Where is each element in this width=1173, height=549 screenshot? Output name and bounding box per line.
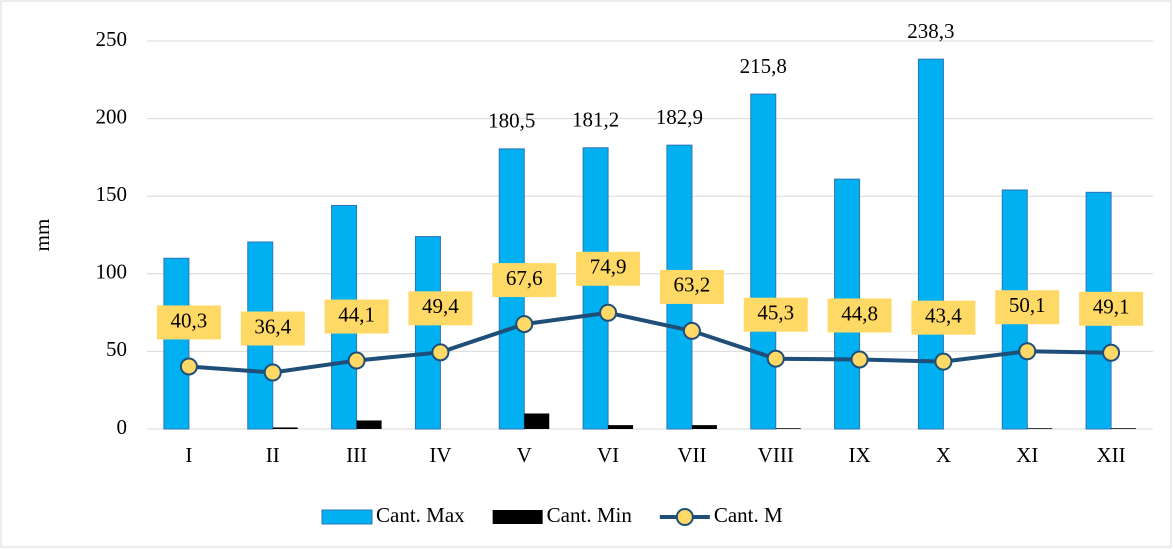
data-label-box bbox=[408, 291, 473, 326]
bar bbox=[775, 428, 801, 429]
data-label: 45,3 bbox=[757, 301, 794, 325]
line-marker bbox=[934, 352, 953, 371]
y-tick-label: 100 bbox=[96, 260, 128, 284]
data-label: 44,1 bbox=[338, 302, 375, 326]
data-label: 49,4 bbox=[422, 294, 459, 318]
line-marker bbox=[515, 315, 534, 334]
x-tick-label: XI bbox=[1016, 443, 1038, 467]
data-label: 43,4 bbox=[925, 303, 962, 327]
data-label-box bbox=[659, 269, 724, 304]
x-tick-label: VIII bbox=[758, 443, 794, 467]
line-marker bbox=[850, 350, 869, 369]
data-label: 67,6 bbox=[506, 266, 543, 290]
line-marker bbox=[347, 351, 366, 370]
bar bbox=[163, 257, 190, 430]
x-tick-label: II bbox=[266, 443, 280, 467]
line-marker bbox=[599, 303, 618, 322]
y-tick-label: 50 bbox=[106, 337, 127, 361]
bar bbox=[356, 420, 382, 429]
x-tick-label: IX bbox=[848, 443, 870, 467]
bar bbox=[750, 93, 777, 430]
y-axis-label: mm bbox=[30, 219, 54, 252]
data-label: 181,2 bbox=[572, 108, 619, 132]
y-tick-label: 250 bbox=[96, 27, 128, 51]
data-label-box bbox=[911, 300, 976, 335]
data-label: 49,1 bbox=[1093, 295, 1130, 319]
bar bbox=[582, 147, 609, 430]
legend-label: Cant. M bbox=[714, 503, 783, 527]
y-tick-label: 0 bbox=[117, 415, 128, 439]
bar bbox=[1027, 428, 1053, 429]
data-label: 182,9 bbox=[656, 105, 703, 129]
x-tick-label: VII bbox=[677, 443, 706, 467]
line-marker bbox=[179, 357, 198, 376]
bar bbox=[608, 425, 634, 429]
legend-swatch-marker bbox=[675, 508, 694, 526]
bar bbox=[917, 58, 944, 430]
bar bbox=[1111, 428, 1137, 429]
bar bbox=[524, 413, 550, 429]
data-label: 36,4 bbox=[254, 314, 291, 338]
legend-swatch bbox=[321, 509, 373, 525]
data-label: 40,3 bbox=[171, 308, 208, 332]
bar bbox=[272, 427, 298, 429]
y-tick-label: 200 bbox=[96, 104, 128, 128]
line bbox=[188, 310, 1112, 375]
legend-label: Cant. Max bbox=[376, 503, 465, 527]
line-marker bbox=[431, 343, 450, 362]
x-tick-label: I bbox=[185, 443, 192, 467]
data-label: 44,8 bbox=[841, 301, 878, 325]
line-marker bbox=[1018, 342, 1037, 361]
data-label: 238,3 bbox=[907, 19, 954, 43]
x-tick-label: III bbox=[346, 443, 367, 467]
data-label-box bbox=[1079, 291, 1144, 326]
data-label: 50,1 bbox=[1009, 293, 1046, 317]
legend-swatch bbox=[492, 510, 543, 524]
x-tick-label: V bbox=[517, 443, 532, 467]
data-label-box bbox=[743, 297, 808, 332]
x-tick-label: VI bbox=[597, 443, 619, 467]
line-marker bbox=[1102, 343, 1121, 362]
data-label-box bbox=[324, 299, 389, 334]
x-tick-label: IV bbox=[429, 443, 451, 467]
line-marker bbox=[263, 363, 282, 382]
data-label-box bbox=[492, 263, 557, 298]
bar bbox=[691, 425, 717, 429]
x-tick-label: X bbox=[936, 443, 951, 467]
line-marker bbox=[682, 321, 701, 340]
legend-label: Cant. Min bbox=[547, 503, 633, 527]
line-marker bbox=[766, 349, 785, 368]
y-tick-label: 150 bbox=[96, 182, 128, 206]
data-label: 74,9 bbox=[590, 255, 627, 279]
data-label-box bbox=[156, 305, 221, 340]
data-label-box bbox=[240, 311, 305, 346]
data-label: 63,2 bbox=[674, 273, 711, 297]
data-label-box bbox=[827, 298, 892, 333]
data-label-box bbox=[576, 251, 641, 286]
data-label: 215,8 bbox=[740, 54, 787, 78]
data-label-box bbox=[995, 290, 1060, 325]
bar bbox=[414, 236, 441, 430]
data-label: 180,5 bbox=[488, 109, 535, 133]
x-tick-label: XII bbox=[1097, 443, 1126, 467]
